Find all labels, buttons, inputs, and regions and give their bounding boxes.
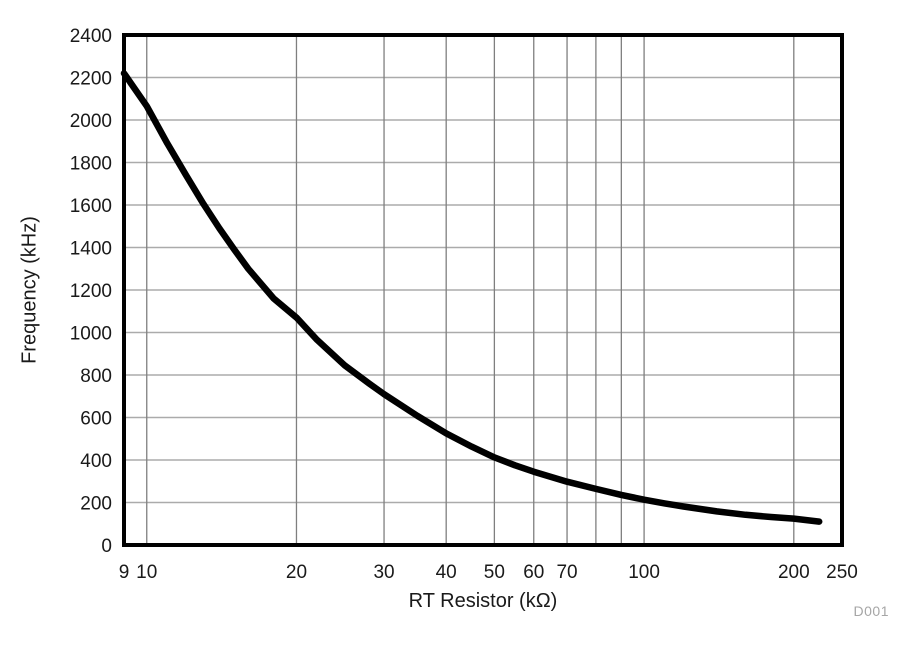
y-axis-title: Frequency (kHz) bbox=[18, 216, 41, 364]
x-tick-label: 60 bbox=[523, 562, 544, 583]
y-tick-label: 400 bbox=[80, 451, 112, 472]
x-tick-label: 40 bbox=[436, 562, 457, 583]
y-tick-label: 600 bbox=[80, 409, 112, 430]
x-tick-label: 250 bbox=[826, 562, 858, 583]
y-tick-label: 1600 bbox=[70, 196, 112, 217]
plot-frame bbox=[122, 33, 844, 547]
figure-code-watermark: D001 bbox=[853, 603, 889, 619]
x-tick-label: 100 bbox=[628, 562, 660, 583]
x-tick-label: 50 bbox=[484, 562, 505, 583]
y-tick-label: 2400 bbox=[70, 26, 112, 47]
y-tick-label: 200 bbox=[80, 494, 112, 515]
y-tick-label: 2200 bbox=[70, 69, 112, 90]
y-tick-label: 1000 bbox=[70, 324, 112, 345]
x-tick-label: 10 bbox=[136, 562, 157, 583]
y-tick-label: 1800 bbox=[70, 154, 112, 175]
y-tick-label: 1200 bbox=[70, 281, 112, 302]
y-tick-label: 2000 bbox=[70, 111, 112, 132]
x-axis-title: RT Resistor (kΩ) bbox=[408, 590, 558, 612]
frequency-curve bbox=[120, 70, 823, 525]
y-tick-label: 0 bbox=[101, 536, 112, 557]
y-tick-label: 800 bbox=[80, 366, 112, 387]
x-tick-label: 20 bbox=[286, 562, 307, 583]
x-tick-label: 200 bbox=[778, 562, 810, 583]
y-tick-label: 1400 bbox=[70, 239, 112, 260]
x-tick-label: 9 bbox=[119, 562, 130, 583]
x-tick-label: 30 bbox=[373, 562, 394, 583]
x-tick-label: 70 bbox=[556, 562, 577, 583]
